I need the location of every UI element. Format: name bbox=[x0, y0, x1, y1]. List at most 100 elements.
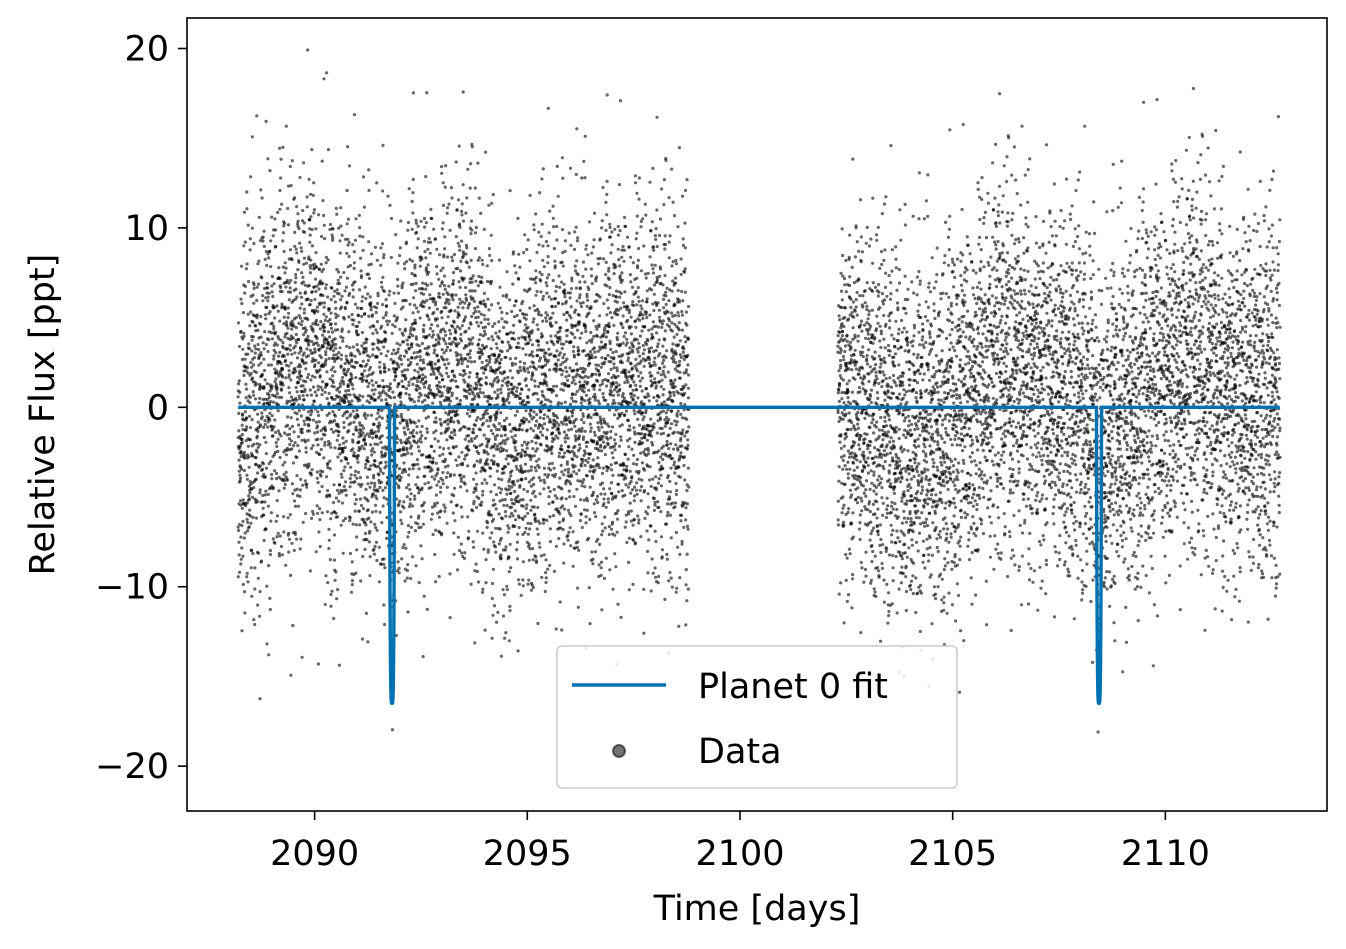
data-point bbox=[538, 545, 542, 549]
data-point bbox=[289, 278, 293, 283]
data-point bbox=[253, 351, 257, 355]
data-point bbox=[607, 321, 611, 326]
data-point bbox=[564, 422, 569, 427]
data-point bbox=[368, 555, 372, 559]
data-point bbox=[535, 447, 539, 451]
data-point bbox=[540, 273, 544, 277]
data-point bbox=[540, 575, 544, 580]
data-point bbox=[295, 205, 299, 209]
data-point bbox=[237, 540, 241, 544]
data-point bbox=[499, 556, 503, 560]
data-point bbox=[303, 290, 308, 294]
data-point bbox=[537, 476, 541, 480]
data-point bbox=[353, 502, 357, 506]
data-point bbox=[341, 449, 345, 453]
data-point bbox=[273, 316, 277, 320]
data-point bbox=[477, 338, 481, 342]
data-point bbox=[457, 280, 461, 284]
data-point bbox=[442, 284, 447, 288]
data-point bbox=[325, 346, 329, 350]
data-point bbox=[307, 343, 311, 347]
data-point bbox=[406, 610, 410, 614]
data-point bbox=[273, 469, 277, 473]
data-point bbox=[458, 402, 462, 406]
data-point bbox=[554, 320, 558, 324]
data-point bbox=[369, 308, 373, 312]
data-point bbox=[485, 457, 489, 462]
data-point bbox=[400, 286, 404, 290]
data-point bbox=[262, 357, 266, 361]
data-point bbox=[342, 469, 346, 473]
data-point bbox=[241, 554, 245, 558]
data-point bbox=[256, 420, 260, 424]
data-point bbox=[487, 437, 491, 441]
data-point bbox=[489, 428, 493, 433]
data-point bbox=[479, 211, 483, 215]
data-point bbox=[356, 470, 361, 474]
data-point bbox=[312, 285, 316, 289]
data-point bbox=[559, 444, 564, 448]
data-point bbox=[499, 491, 503, 495]
data-point bbox=[490, 259, 494, 263]
data-point bbox=[572, 378, 576, 382]
data-point bbox=[497, 512, 501, 516]
data-point bbox=[272, 425, 276, 429]
data-point bbox=[375, 258, 379, 262]
data-point bbox=[536, 384, 541, 389]
data-point bbox=[437, 292, 441, 296]
data-point bbox=[349, 473, 353, 477]
data-point bbox=[422, 330, 426, 334]
data-point bbox=[507, 570, 511, 574]
data-point bbox=[408, 257, 412, 262]
data-point bbox=[374, 494, 378, 498]
data-point bbox=[479, 383, 483, 387]
data-point bbox=[279, 544, 283, 549]
data-point bbox=[242, 334, 246, 338]
data-point bbox=[584, 515, 588, 519]
data-point bbox=[476, 416, 480, 420]
data-point bbox=[327, 546, 331, 551]
data-point bbox=[446, 292, 450, 297]
data-point bbox=[542, 518, 546, 522]
data-point bbox=[261, 493, 265, 498]
data-point bbox=[239, 454, 243, 459]
data-point bbox=[372, 324, 376, 328]
data-point bbox=[534, 275, 538, 280]
data-point bbox=[539, 409, 543, 414]
data-point bbox=[266, 492, 270, 496]
data-point bbox=[542, 348, 546, 352]
data-point bbox=[366, 499, 370, 503]
data-point bbox=[539, 290, 543, 294]
data-point bbox=[284, 358, 288, 363]
data-point bbox=[321, 470, 325, 474]
data-point bbox=[406, 563, 410, 567]
data-point bbox=[466, 464, 470, 468]
data-point bbox=[270, 477, 274, 481]
data-point bbox=[277, 554, 281, 558]
data-point bbox=[403, 432, 407, 436]
data-point bbox=[446, 471, 450, 475]
data-point bbox=[528, 338, 532, 342]
data-point bbox=[292, 430, 296, 434]
data-point bbox=[515, 548, 519, 552]
data-point bbox=[428, 293, 432, 297]
data-point bbox=[549, 297, 554, 301]
data-point bbox=[361, 395, 365, 399]
data-point bbox=[411, 311, 415, 315]
data-point bbox=[603, 526, 607, 530]
data-point bbox=[530, 343, 535, 347]
data-point bbox=[541, 334, 545, 338]
data-point bbox=[590, 251, 594, 255]
data-point bbox=[385, 497, 389, 501]
data-point bbox=[443, 235, 447, 239]
data-point bbox=[509, 330, 513, 334]
data-point bbox=[318, 368, 322, 372]
data-point bbox=[568, 402, 573, 406]
data-point bbox=[338, 382, 342, 386]
data-point bbox=[368, 355, 372, 359]
data-point bbox=[499, 536, 503, 540]
data-point bbox=[455, 463, 459, 467]
data-point bbox=[294, 276, 298, 280]
data-point bbox=[578, 286, 582, 290]
